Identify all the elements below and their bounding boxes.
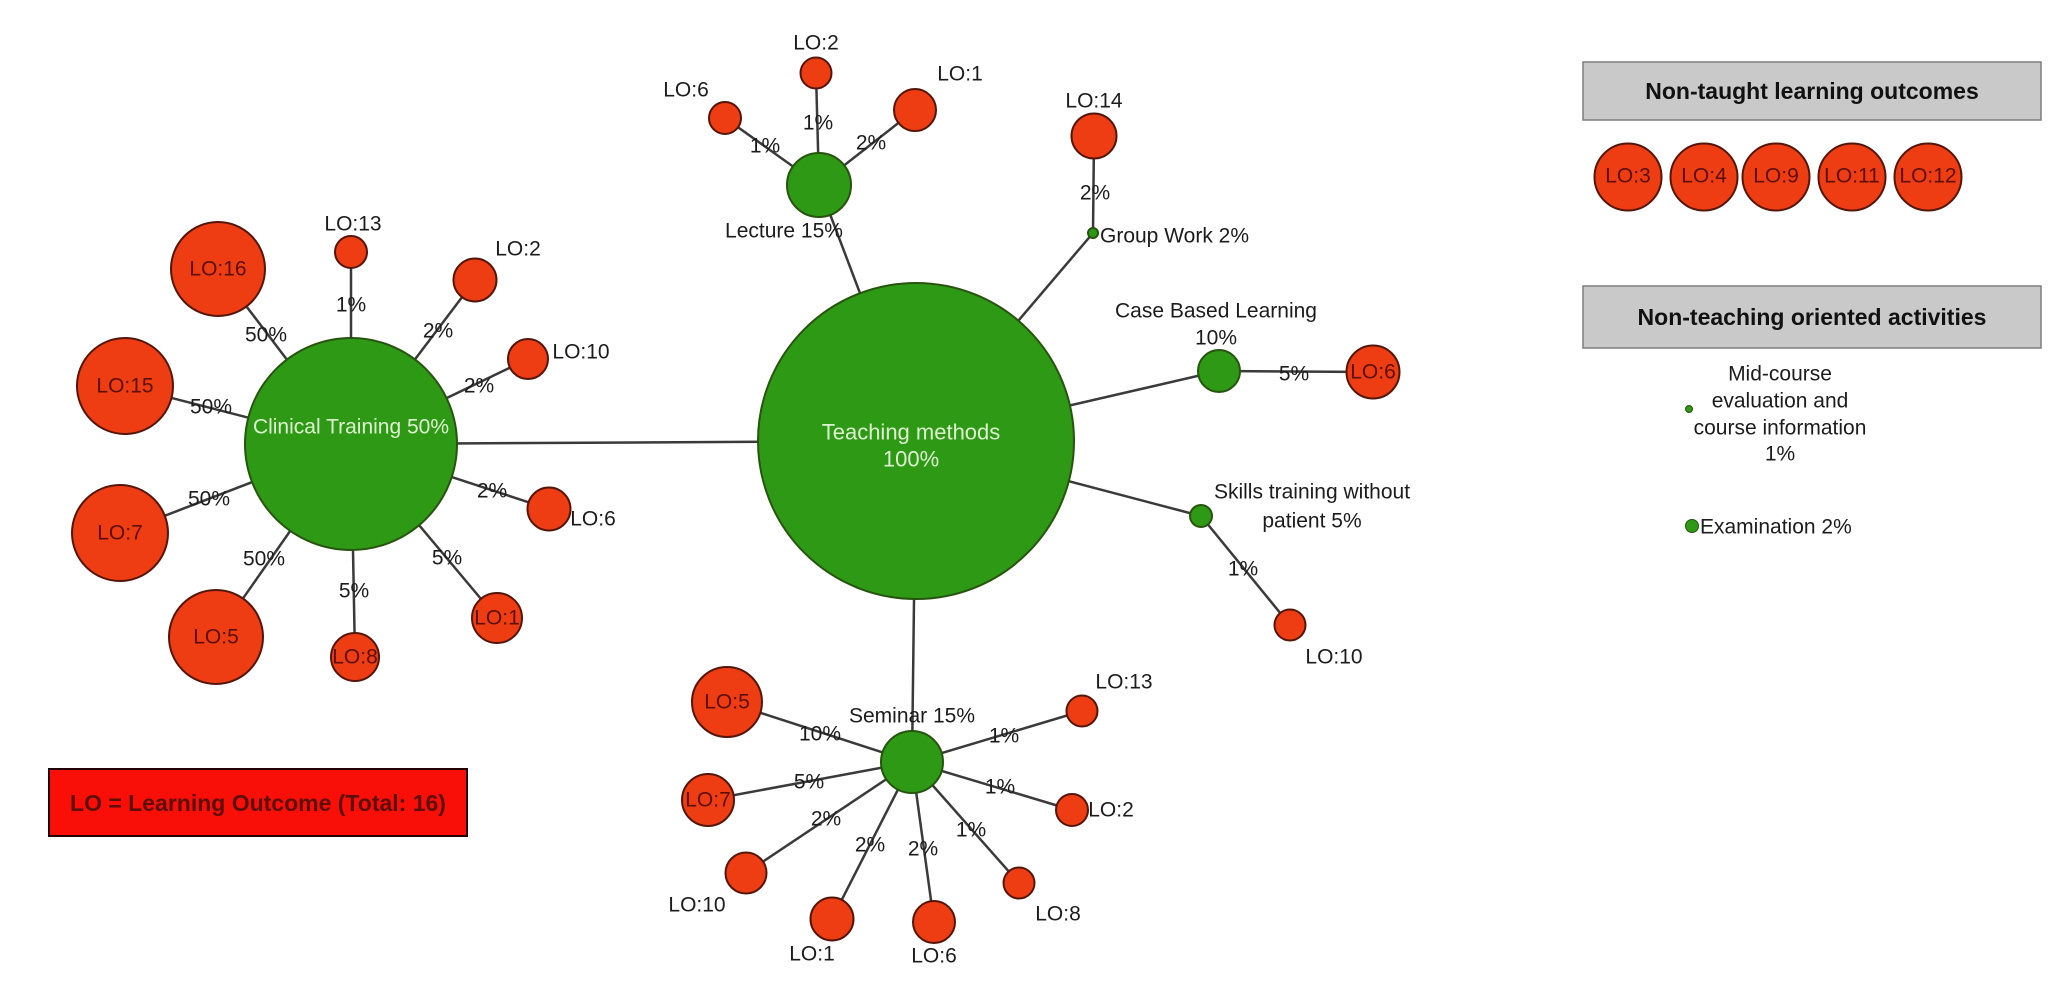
svg-text:LO:7: LO:7	[97, 522, 143, 545]
svg-text:10%: 10%	[1195, 327, 1237, 350]
svg-text:evaluation and: evaluation and	[1712, 390, 1849, 413]
svg-text:LO:11: LO:11	[1824, 165, 1880, 188]
svg-text:LO:1: LO:1	[474, 607, 520, 630]
svg-text:course information: course information	[1694, 417, 1867, 440]
svg-text:Seminar 15%: Seminar 15%	[849, 705, 975, 728]
svg-text:LO:10: LO:10	[552, 341, 609, 364]
svg-text:Skills training without: Skills training without	[1214, 481, 1410, 504]
svg-text:LO:5: LO:5	[193, 626, 239, 649]
svg-text:patient 5%: patient 5%	[1262, 510, 1361, 533]
svg-text:LO:6: LO:6	[663, 79, 709, 102]
svg-text:LO:15: LO:15	[96, 375, 153, 398]
svg-text:LO:8: LO:8	[1035, 903, 1081, 926]
svg-text:50%: 50%	[188, 488, 230, 511]
svg-text:50%: 50%	[243, 548, 285, 571]
svg-text:Examination 2%: Examination 2%	[1700, 516, 1852, 539]
svg-text:LO:10: LO:10	[1305, 646, 1362, 669]
svg-text:LO:5: LO:5	[704, 691, 750, 714]
svg-text:5%: 5%	[1279, 363, 1309, 386]
svg-text:LO:8: LO:8	[332, 646, 378, 669]
svg-text:LO:13: LO:13	[1095, 671, 1152, 694]
svg-text:LO:2: LO:2	[793, 32, 839, 55]
svg-text:Clinical Training 50%: Clinical Training 50%	[253, 416, 449, 439]
svg-text:LO:10: LO:10	[668, 894, 725, 917]
svg-text:5%: 5%	[339, 580, 369, 603]
svg-text:Lecture 15%: Lecture 15%	[725, 220, 843, 243]
svg-text:LO:1: LO:1	[937, 63, 983, 86]
svg-text:1%: 1%	[336, 294, 366, 317]
svg-text:5%: 5%	[432, 547, 462, 570]
svg-text:1%: 1%	[956, 819, 986, 842]
svg-text:LO:9: LO:9	[1753, 165, 1799, 188]
svg-text:2%: 2%	[1080, 182, 1110, 205]
svg-text:2%: 2%	[464, 375, 494, 398]
svg-text:LO:14: LO:14	[1065, 90, 1123, 113]
svg-text:1%: 1%	[750, 135, 780, 158]
svg-text:LO:2: LO:2	[1088, 799, 1134, 822]
svg-text:1%: 1%	[985, 776, 1015, 799]
svg-text:Non-taught learning outcomes: Non-taught learning outcomes	[1645, 78, 1979, 104]
svg-text:1%: 1%	[803, 112, 833, 135]
svg-text:100%: 100%	[883, 447, 939, 472]
svg-text:LO:13: LO:13	[324, 213, 381, 236]
svg-text:LO:3: LO:3	[1605, 165, 1651, 188]
svg-text:2%: 2%	[908, 838, 938, 861]
svg-text:1%: 1%	[1228, 558, 1258, 581]
svg-text:1%: 1%	[1765, 443, 1795, 466]
svg-text:LO:6: LO:6	[1350, 361, 1396, 384]
svg-text:Non-teaching oriented activiti: Non-teaching oriented activities	[1638, 304, 1987, 330]
svg-text:Teaching methods: Teaching methods	[822, 420, 1001, 445]
svg-text:LO:12: LO:12	[1899, 165, 1956, 188]
svg-text:Group Work 2%: Group Work 2%	[1100, 225, 1249, 248]
svg-text:Case Based Learning: Case Based Learning	[1115, 300, 1317, 323]
svg-text:50%: 50%	[190, 396, 232, 419]
svg-text:50%: 50%	[245, 324, 287, 347]
svg-text:Mid-course: Mid-course	[1728, 363, 1832, 386]
svg-text:2%: 2%	[856, 132, 886, 155]
svg-text:1%: 1%	[989, 725, 1019, 748]
svg-text:LO:2: LO:2	[495, 238, 541, 261]
svg-text:LO = Learning Outcome (Total:: LO = Learning Outcome (Total: 16)	[70, 790, 446, 816]
svg-text:5%: 5%	[794, 771, 824, 794]
svg-text:2%: 2%	[423, 320, 453, 343]
svg-text:2%: 2%	[811, 808, 841, 831]
svg-text:LO:6: LO:6	[911, 945, 957, 968]
svg-text:LO:4: LO:4	[1681, 165, 1727, 188]
svg-text:LO:1: LO:1	[789, 943, 835, 966]
svg-text:LO:6: LO:6	[570, 508, 616, 531]
svg-text:10%: 10%	[799, 723, 841, 746]
svg-text:LO:7: LO:7	[685, 789, 731, 812]
svg-text:2%: 2%	[855, 834, 885, 857]
svg-text:LO:16: LO:16	[189, 258, 246, 281]
svg-text:2%: 2%	[477, 480, 507, 503]
